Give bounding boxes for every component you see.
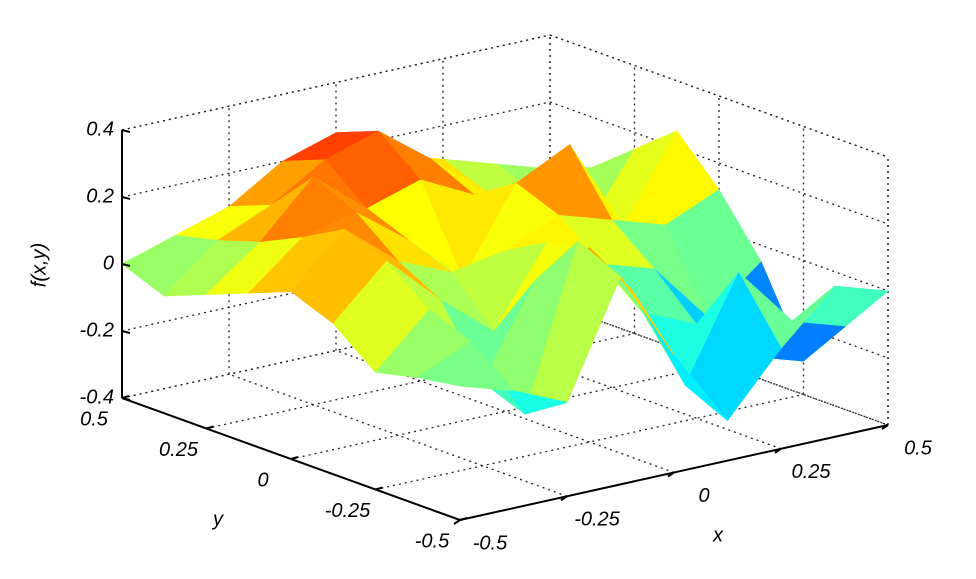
x-tick xyxy=(881,424,889,430)
grid-line xyxy=(206,332,635,430)
grid-line xyxy=(375,393,804,491)
x-tick-label: -0.25 xyxy=(574,509,620,531)
y-tick-label: 0 xyxy=(257,469,268,491)
surface-patch xyxy=(791,285,890,327)
grid-line xyxy=(121,302,551,399)
y-tick-label: 0.25 xyxy=(159,439,199,461)
grid-line xyxy=(121,101,551,198)
box-edge xyxy=(549,34,889,158)
z-tick xyxy=(121,196,131,200)
z-tick-label: -0.2 xyxy=(80,319,114,341)
x-tick-label: 0 xyxy=(698,485,709,507)
y-tick-label: -0.25 xyxy=(325,500,371,522)
y-tick xyxy=(206,425,214,430)
x-tick xyxy=(453,519,461,525)
grid-line xyxy=(121,235,551,332)
box-edge xyxy=(121,34,551,131)
z-tick-label: 0 xyxy=(103,252,114,274)
y-tick xyxy=(290,456,299,460)
x-tick-label: 0.25 xyxy=(792,461,832,483)
z-tick-label: 0.2 xyxy=(86,185,114,207)
surface-patch xyxy=(416,341,515,392)
z-tick xyxy=(121,330,131,334)
z-axis-label: f(x,y) xyxy=(28,243,50,287)
grid-line xyxy=(549,34,889,158)
z-tick xyxy=(121,397,131,401)
y-tick-label: -0.5 xyxy=(415,530,450,552)
x-axis-label: x xyxy=(712,524,724,546)
z-tick-label: 0.4 xyxy=(86,118,114,140)
x-tick xyxy=(774,447,782,454)
z-tick xyxy=(121,263,131,267)
y-tick xyxy=(375,486,383,491)
z-tick xyxy=(121,129,131,133)
x-tick xyxy=(667,471,675,478)
x-tick-label: -0.5 xyxy=(473,532,508,554)
x-tick-label: 0.5 xyxy=(904,437,933,459)
y-axis-label: y xyxy=(211,508,224,530)
y-tick xyxy=(459,517,468,521)
x-tick xyxy=(560,495,568,502)
grid-line xyxy=(290,363,720,460)
y-tick-label: 0.5 xyxy=(80,408,109,430)
z-tick-label: -0.4 xyxy=(80,386,114,408)
